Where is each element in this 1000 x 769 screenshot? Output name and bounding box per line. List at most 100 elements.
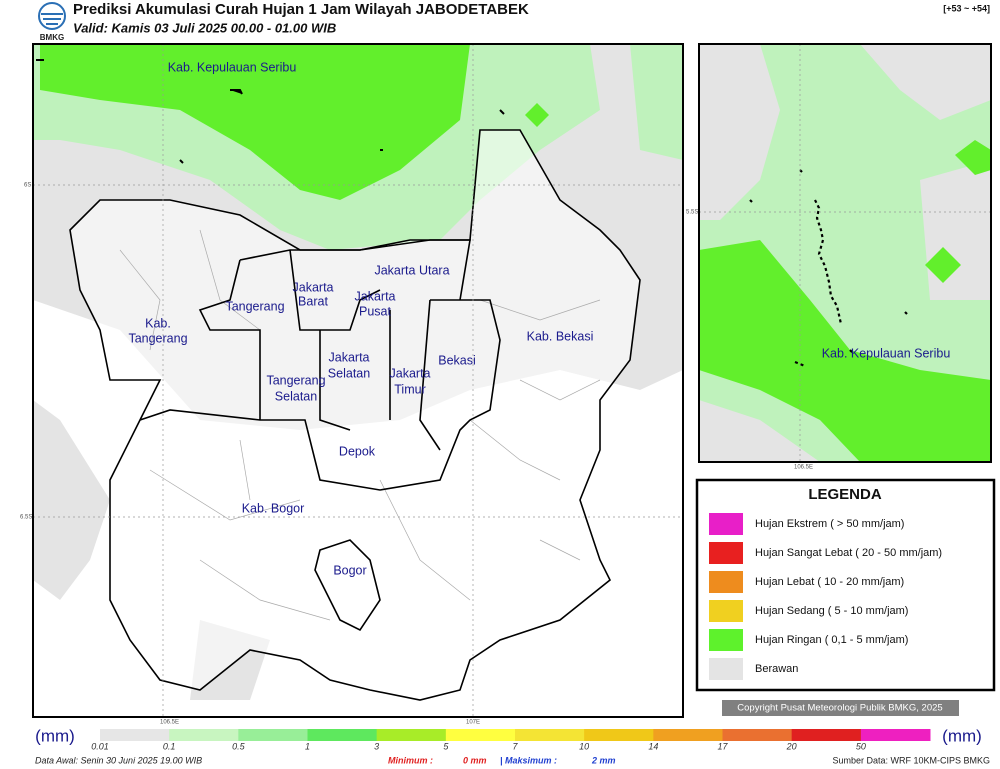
axis-label: 6.5S xyxy=(20,515,32,521)
place-label: Kab. Bekasi xyxy=(527,329,594,343)
place-label: Kab. Kepulauan Seribu xyxy=(822,346,951,360)
rain xyxy=(40,44,549,200)
colorbar-segment xyxy=(722,729,793,741)
place-label: Bekasi xyxy=(438,353,476,367)
place-label: Depok xyxy=(339,444,376,458)
place-label: Jakarta Utara xyxy=(374,263,449,277)
axis-label: 5.5S xyxy=(686,210,698,216)
graticule xyxy=(33,44,683,717)
place-label: Barat xyxy=(298,294,328,308)
place-label: Jakarta xyxy=(355,289,396,303)
legend-label: Hujan Ekstrem ( > 50 mm/jam) xyxy=(755,518,904,530)
graticule xyxy=(699,44,991,462)
place-label: Kab. Kepulauan Seribu xyxy=(168,60,297,74)
rain xyxy=(699,140,991,462)
colorbar-label: 20 xyxy=(786,741,797,751)
map-frame xyxy=(32,43,684,718)
islands xyxy=(749,169,908,368)
range-code: [+53 ~ +54] xyxy=(943,3,990,13)
copyright: Copyright Pusat Meteorologi Publik BMKG,… xyxy=(737,703,942,714)
max-label: | Maksimum : xyxy=(500,755,557,765)
place-label: Tangerang xyxy=(225,299,284,313)
logo: BMKG xyxy=(38,2,66,42)
colorbar-segment xyxy=(100,729,170,741)
colorbar-segment xyxy=(169,729,239,741)
legend-swatch xyxy=(709,600,743,622)
logo-text: BMKG xyxy=(40,33,64,42)
legend-swatch xyxy=(709,571,743,593)
colorbar-label: 7 xyxy=(512,741,518,751)
legend: LEGENDA Hujan Ekstrem ( > 50 mm/jam) Huja… xyxy=(695,478,996,692)
logo-waves xyxy=(41,13,63,25)
colorbar-segment xyxy=(653,729,723,741)
place-label: Timur xyxy=(394,382,425,396)
place-label: Jakarta xyxy=(329,350,370,364)
colorbar-label: 0.5 xyxy=(232,741,246,751)
logo-ring xyxy=(38,2,66,30)
colorbar-label: 0.01 xyxy=(91,741,109,751)
colorbar-label: 1 xyxy=(305,741,310,751)
colorbar-segment xyxy=(860,729,931,741)
place-label: Bogor xyxy=(333,563,366,577)
cloud-area xyxy=(699,44,991,462)
colorbar-label: 5 xyxy=(443,741,449,751)
colorbar-label: 10 xyxy=(579,741,589,751)
colorbar-label: 3 xyxy=(374,741,379,751)
legend-swatch xyxy=(709,542,743,564)
inset-map: 5.5S 106.5E Kab. Kepulauan Seribu xyxy=(686,43,992,471)
colorbar-segment xyxy=(376,729,447,741)
legend-label: Berawan xyxy=(755,663,798,675)
axis-label: 107E xyxy=(466,720,480,726)
colorbar-segment xyxy=(307,729,378,741)
legend-swatch xyxy=(709,629,743,651)
data-awal: Data Awal: Senin 30 Juni 2025 19.00 WIB xyxy=(35,755,202,765)
colorbar-label: 17 xyxy=(717,741,728,751)
main-map: 6S 6.5S 106.5E 107E Kab. Kepulauan Serib… xyxy=(20,43,684,726)
place-label: Selatan xyxy=(328,366,370,380)
title: Prediksi Akumulasi Curah Hujan 1 Jam Wil… xyxy=(73,1,529,18)
legend-label: Hujan Sangat Lebat ( 20 - 50 mm/jam) xyxy=(755,547,942,559)
place-label: Jakarta xyxy=(293,280,334,294)
legend-swatch xyxy=(709,513,743,535)
colorbar-segment xyxy=(445,729,516,741)
district-lines xyxy=(119,229,601,621)
place-label: Tangerang xyxy=(128,331,187,345)
legend-swatch xyxy=(709,658,743,680)
inset-frame xyxy=(698,43,992,463)
place-label: Tangerang xyxy=(266,373,325,387)
source: Sumber Data: WRF 10KM-CIPS BMKG xyxy=(832,755,990,765)
colorbar-label: 14 xyxy=(648,741,658,751)
legend-title: LEGENDA xyxy=(808,486,882,503)
inset-rain-field xyxy=(699,44,991,462)
islands xyxy=(36,59,505,164)
legend-label: Hujan Lebat ( 10 - 20 mm/jam) xyxy=(755,576,904,588)
min-value: 0 mm xyxy=(463,755,487,765)
legend-frame xyxy=(695,478,996,692)
legend-label: Hujan Sedang ( 5 - 10 mm/jam) xyxy=(755,605,908,617)
colorbar-segment xyxy=(238,729,308,741)
colorbar: (mm) (mm) 0.01 0.1 0.5 1 3 5 7 10 14 17 20 50 xyxy=(35,726,982,751)
city-borders xyxy=(139,239,501,491)
colorbar-segment xyxy=(515,729,585,741)
min-label: Minimum : xyxy=(388,755,433,765)
axis-label: 6S xyxy=(24,183,31,189)
colorbar-label: 50 xyxy=(856,741,866,751)
colorbar-segment xyxy=(791,729,862,741)
place-label: Pusat xyxy=(359,304,391,318)
legend-label: Hujan Ringan ( 0,1 - 5 mm/jam) xyxy=(755,634,908,646)
axis-label: 106.5E xyxy=(160,720,179,726)
unit-label: (mm) xyxy=(942,726,982,745)
bogor-border xyxy=(314,539,381,632)
copyright-box xyxy=(722,700,959,716)
place-label: Kab. xyxy=(145,316,171,330)
axis-label: 106.5E xyxy=(794,465,813,471)
place-label: Selatan xyxy=(275,389,317,403)
unit-label: (mm) xyxy=(35,726,75,745)
valid-time: Valid: Kamis 03 Juli 2025 00.00 - 01.00 … xyxy=(73,20,336,35)
place-label: Kab. Bogor xyxy=(242,501,305,515)
colorbar-segment xyxy=(584,729,654,741)
colorbar-label: 0.1 xyxy=(163,741,176,751)
